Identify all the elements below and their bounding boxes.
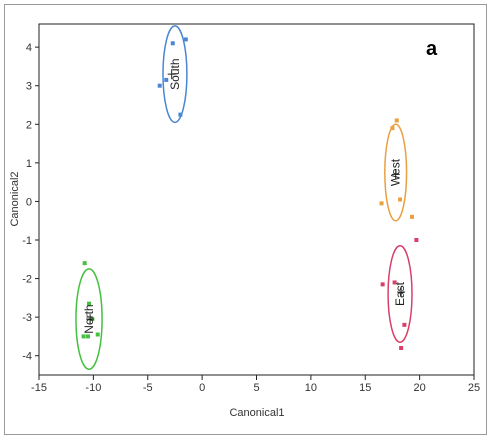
group-means <box>86 69 406 325</box>
x-tick-label: 5 <box>253 382 259 394</box>
mean-marker-west <box>391 169 400 180</box>
y-tick-label: 4 <box>26 42 32 54</box>
data-point-north <box>85 334 90 339</box>
y-axis-title: Canonical2 <box>9 171 21 226</box>
x-tick-label: -15 <box>31 382 47 394</box>
confidence-ellipse-east <box>387 245 413 343</box>
confidence-ellipse-north <box>75 268 103 370</box>
data-point-west <box>394 118 399 123</box>
data-point-east <box>399 346 404 350</box>
data-point-south <box>183 37 188 42</box>
data-point-south <box>157 83 162 88</box>
data-point-east <box>402 322 407 327</box>
data-point-west <box>410 214 415 219</box>
y-tick-label: -2 <box>22 274 32 286</box>
confidence-ellipse-west <box>384 123 408 222</box>
data-point-north <box>95 332 100 337</box>
cluster-label-west: West <box>389 158 403 186</box>
x-tick-label: 0 <box>199 382 205 394</box>
cluster-label-south: South <box>168 58 182 89</box>
data-point-east <box>392 280 397 285</box>
data-point-east <box>414 238 419 242</box>
y-tick-label: 2 <box>26 119 32 131</box>
data-point-south <box>178 112 183 117</box>
data-point-west <box>398 197 403 202</box>
data-point-south <box>170 41 175 46</box>
data-point-south <box>164 77 169 82</box>
data-point-west <box>379 201 384 206</box>
y-tick-label: 3 <box>26 81 32 93</box>
data-point-north <box>87 301 92 306</box>
ellipses <box>75 25 413 370</box>
plot-area <box>38 23 475 376</box>
data-point-north <box>81 334 86 339</box>
panel-label: a <box>426 38 438 60</box>
x-tick-label: 15 <box>359 382 371 394</box>
figure-frame: -15 -10 -5 0 5 10 15 20 25 -4 -3 -2 -1 0 1 2 3 4 South Wes… <box>4 4 487 435</box>
data-point-east <box>380 282 385 287</box>
x-tick-label: -5 <box>143 382 153 394</box>
mean-marker-south <box>167 69 176 80</box>
mean-marker-east <box>397 287 406 298</box>
cluster-labels: South West East North <box>82 58 407 333</box>
x-tick-label: -10 <box>85 382 101 394</box>
data-point-north <box>82 261 87 266</box>
y-tick-label: -1 <box>22 235 32 247</box>
data-points <box>81 37 419 350</box>
y-tick-label: 0 <box>26 196 32 208</box>
y-tick-label: -4 <box>22 351 32 363</box>
x-axis-title: Canonical1 <box>229 407 284 419</box>
confidence-ellipse-south <box>162 25 188 124</box>
x-tick-label: 25 <box>468 382 480 394</box>
data-point-west <box>390 126 395 131</box>
x-tick-label: 10 <box>305 382 317 394</box>
cluster-label-north: North <box>82 304 96 333</box>
mean-marker-north <box>86 314 95 325</box>
x-tick-label: 20 <box>414 382 426 394</box>
y-tick-label: -3 <box>22 312 32 324</box>
y-tick-label: 1 <box>26 158 32 170</box>
cluster-label-east: East <box>393 281 407 306</box>
